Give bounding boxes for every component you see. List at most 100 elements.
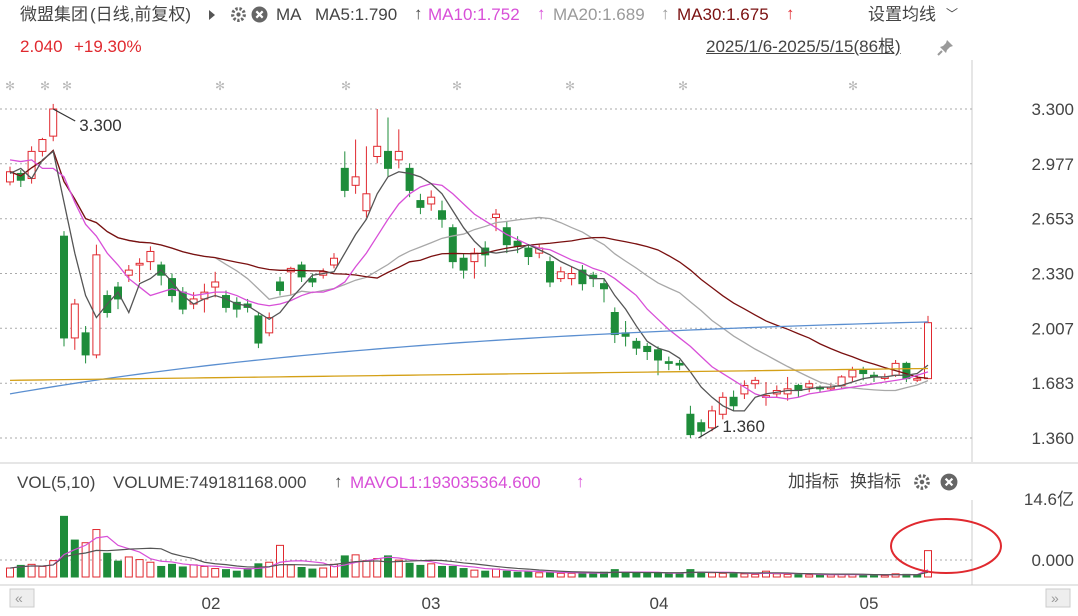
close-icon[interactable] [251,6,268,23]
volume-bar [394,559,403,578]
candle-body [211,281,220,288]
date-range[interactable]: 2025/1/6-2025/5/15(86根) [706,37,901,56]
arrow-up-icon: ↑ [576,472,585,491]
volume-bar [157,565,166,578]
volume-bar [222,569,230,578]
candle-body [416,200,425,208]
candle-body [351,176,360,186]
double-chevron-right-icon: » [1051,590,1059,606]
candle-body [38,139,47,152]
volume-bar [114,560,122,578]
volume-highlight-circle [890,518,1002,574]
candle-body [16,172,25,181]
current-price: 2.040 [20,37,63,56]
mavol2-line [9,547,929,576]
volume-bar [654,572,662,578]
volume-bar [708,572,716,578]
switch-indicator-button[interactable]: 换指标 [850,472,901,491]
scroll-left-button [9,588,35,608]
double-chevron-left-icon: « [15,590,23,606]
arrow-up-icon: ↑ [786,4,795,23]
candle-body [578,269,587,285]
volume-bar [524,571,533,578]
candle-body [232,301,241,310]
volume-bar [772,573,781,578]
volume-bar [502,570,511,578]
volume-bar [49,560,58,578]
event-marker-icon: ✻ [565,79,575,93]
volume-bar [643,572,652,578]
candle-body [373,145,382,157]
chart-mode[interactable]: (日线,前复权) [90,5,192,24]
candle-body [254,315,263,344]
candle-body [643,345,652,353]
ma-label: MA [276,5,302,24]
candle-body [859,369,868,375]
volume-bar [384,555,392,578]
change-percent: +19.30% [74,37,142,56]
candle-body [448,227,457,263]
volume-bar [535,572,544,578]
volume-tick-label: 14.6亿 [1024,490,1074,509]
candle-body [632,340,641,349]
volume-bar [427,563,436,578]
candle-body [924,322,932,380]
gear-icon[interactable] [230,6,247,23]
candle-body [729,396,738,407]
ma5-value: MA5:1.790 [315,5,398,24]
high-marker-arrow [52,108,76,122]
volume-bar [438,565,446,578]
volume-bar [783,573,792,578]
arrow-up-icon: ↑ [414,4,423,23]
volume-bar [762,570,770,578]
volume-bar [416,564,425,578]
add-indicator-button[interactable]: 加指标 [788,472,839,491]
volume-bar [492,568,500,578]
scroll-right-button [1045,588,1071,608]
volume-bar [718,572,727,578]
volume-bar [405,562,414,578]
volume-bar [362,560,371,578]
chevron-down-icon[interactable]: ﹀ [946,7,959,21]
volume-bar [459,568,468,578]
ma20-line [9,149,929,392]
candle-body [902,362,911,380]
volume-bar [546,571,554,578]
volume-bar [621,572,630,578]
volume-bar [70,539,79,578]
candle-body [524,247,533,258]
stock-name: 微盟集团 [20,5,88,24]
candle-body [567,273,576,280]
settings-ma-button[interactable]: 设置均线 [868,5,936,24]
gear-icon[interactable] [913,473,931,491]
pin-icon[interactable] [937,38,955,56]
volume-bar [276,544,284,578]
price-tick-label: 1.683 [1031,374,1074,393]
close-icon[interactable] [940,473,958,491]
volume-bar [297,567,306,578]
volume-bar [200,565,209,578]
volume-bar [92,529,101,578]
date-tick-label: 03 [422,594,441,613]
price-tick-label: 1.360 [1031,429,1074,448]
volume-bar [729,573,738,578]
volume-bar [168,563,176,578]
volume-bar [513,571,522,578]
candle-body [60,235,68,339]
volume-bar [751,573,760,578]
volume-bar [38,565,47,578]
volume-bar [60,515,68,578]
ma30-line [9,149,929,379]
date-tick-label: 04 [650,594,669,613]
candle-body [913,378,922,381]
triangle-right-icon[interactable] [209,10,215,20]
volume-bar [448,565,457,578]
volume-bar [340,555,349,578]
candle-body [308,278,317,283]
event-marker-icon: ✻ [452,79,462,93]
candle-body [362,193,371,212]
vol-label: VOL(5,10) [17,473,96,492]
candle-body [81,332,90,356]
candle-body [751,379,760,385]
